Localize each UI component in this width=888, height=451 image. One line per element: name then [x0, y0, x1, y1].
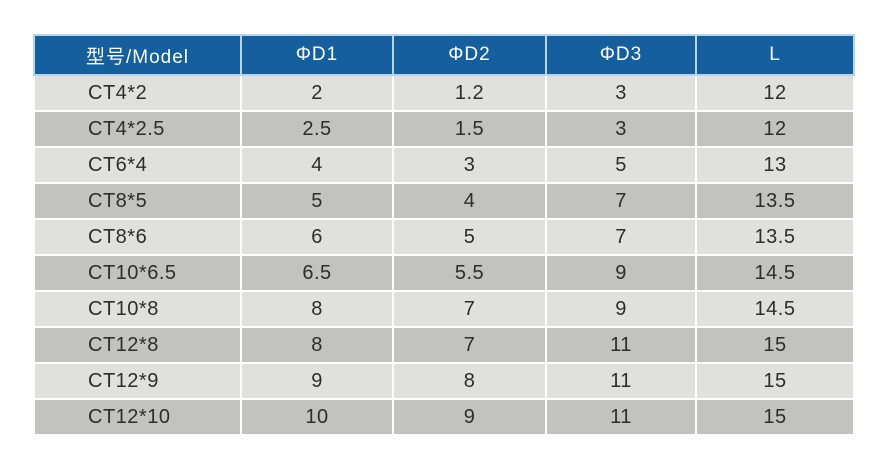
value-cell-l: 15	[697, 328, 853, 362]
table-header-row: 型号/Model ΦD1 ΦD2 ΦD3 L	[33, 34, 855, 76]
model-cell: CT4*2.5	[35, 112, 240, 146]
value-cell-l: 13.5	[697, 184, 853, 218]
value-cell-d2: 8	[394, 364, 545, 398]
model-cell: CT12*10	[35, 400, 240, 434]
value-cell-d2: 1.5	[394, 112, 545, 146]
model-cell: CT12*8	[35, 328, 240, 362]
table-row: CT10*6.5 6.5 5.5 9 14.5	[35, 256, 853, 290]
value-cell-d3: 7	[547, 184, 695, 218]
table-row: CT12*8 8 7 11 15	[35, 328, 853, 362]
table-row: CT8*5 5 4 7 13.5	[35, 184, 853, 218]
value-cell-l: 12	[697, 76, 853, 110]
model-cell: CT10*6.5	[35, 256, 240, 290]
value-cell-d3: 5	[547, 148, 695, 182]
value-cell-l: 13	[697, 148, 853, 182]
value-cell-d2: 5.5	[394, 256, 545, 290]
table-body: CT4*2 2 1.2 3 12 CT4*2.5 2.5 1.5 3 12 CT6*4 4 3 5 13 CT…	[35, 76, 853, 434]
value-cell-l: 15	[697, 400, 853, 434]
value-cell-d1: 2	[242, 76, 392, 110]
value-cell-l: 14.5	[697, 256, 853, 290]
value-cell-d1: 6.5	[242, 256, 392, 290]
table-row: CT4*2 2 1.2 3 12	[35, 76, 853, 110]
table-row: CT10*8 8 7 9 14.5	[35, 292, 853, 326]
value-cell-d3: 11	[547, 364, 695, 398]
model-cell: CT8*6	[35, 220, 240, 254]
model-cell: CT10*8	[35, 292, 240, 326]
table-row: CT4*2.5 2.5 1.5 3 12	[35, 112, 853, 146]
value-cell-d3: 7	[547, 220, 695, 254]
model-cell: CT8*5	[35, 184, 240, 218]
value-cell-d2: 9	[394, 400, 545, 434]
table-row: CT12*10 10 9 11 15	[35, 400, 853, 434]
value-cell-d2: 7	[394, 328, 545, 362]
value-cell-d1: 4	[242, 148, 392, 182]
model-spec-table: 型号/Model ΦD1 ΦD2 ΦD3 L CT4*2 2 1.2 3 12 CT4*2.5 2.…	[33, 34, 855, 436]
value-cell-l: 13.5	[697, 220, 853, 254]
model-cell: CT6*4	[35, 148, 240, 182]
model-cell: CT12*9	[35, 364, 240, 398]
column-header-model: 型号/Model	[33, 34, 242, 76]
value-cell-d2: 4	[394, 184, 545, 218]
table-row: CT8*6 6 5 7 13.5	[35, 220, 853, 254]
value-cell-d2: 7	[394, 292, 545, 326]
value-cell-d3: 3	[547, 76, 695, 110]
value-cell-d3: 3	[547, 112, 695, 146]
table-row: CT12*9 9 8 11 15	[35, 364, 853, 398]
value-cell-l: 14.5	[697, 292, 853, 326]
value-cell-d1: 9	[242, 364, 392, 398]
value-cell-d1: 10	[242, 400, 392, 434]
value-cell-d3: 9	[547, 256, 695, 290]
column-header-l: L	[695, 34, 855, 76]
value-cell-d3: 11	[547, 400, 695, 434]
value-cell-d3: 9	[547, 292, 695, 326]
value-cell-d1: 2.5	[242, 112, 392, 146]
table-row: CT6*4 4 3 5 13	[35, 148, 853, 182]
value-cell-d2: 3	[394, 148, 545, 182]
value-cell-d3: 11	[547, 328, 695, 362]
column-header-d3: ΦD3	[545, 34, 697, 76]
value-cell-d1: 8	[242, 328, 392, 362]
value-cell-d2: 5	[394, 220, 545, 254]
column-header-d1: ΦD1	[240, 34, 394, 76]
value-cell-d2: 1.2	[394, 76, 545, 110]
value-cell-d1: 5	[242, 184, 392, 218]
model-cell: CT4*2	[35, 76, 240, 110]
value-cell-d1: 6	[242, 220, 392, 254]
value-cell-l: 15	[697, 364, 853, 398]
value-cell-d1: 8	[242, 292, 392, 326]
column-header-d2: ΦD2	[392, 34, 547, 76]
value-cell-l: 12	[697, 112, 853, 146]
